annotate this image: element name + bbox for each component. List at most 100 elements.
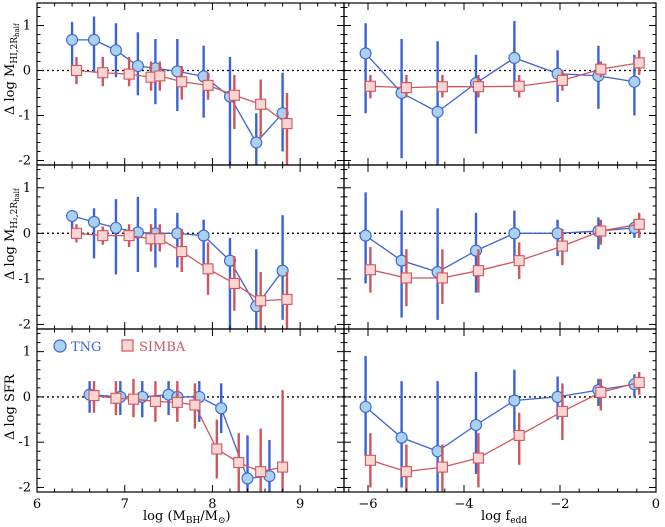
series-line-tng <box>365 52 635 113</box>
simba-point <box>70 64 83 77</box>
series-simba <box>364 372 645 492</box>
tng-point <box>87 215 101 228</box>
x-tick-label: 6 <box>33 497 41 512</box>
simba-point <box>97 230 109 242</box>
series-simba <box>364 50 645 99</box>
legend-tng-label: TNG <box>71 340 101 355</box>
x-tick-label: −4 <box>454 497 473 512</box>
simba-point <box>364 80 376 92</box>
simba-point <box>472 81 484 93</box>
y-axis-title-row2: Δ log MH₂,2Rhalf <box>3 187 21 280</box>
y-tick-label: -1 <box>18 272 31 287</box>
series-line-simba <box>370 381 640 473</box>
tng-point <box>66 33 79 46</box>
tng-point <box>276 264 289 277</box>
simba-point <box>123 230 135 242</box>
simba-point <box>556 240 568 252</box>
simba-point <box>513 255 525 267</box>
tng-point <box>215 402 228 415</box>
tng-point <box>508 227 521 240</box>
panels-layer: -2 -1 0 1 -2 -1 0 1 -2 -1 0 1 6 7 8 9 −6 −4 −2 0 <box>18 2 660 512</box>
y-tick-label: -1 <box>18 435 31 450</box>
tng-point <box>109 221 122 234</box>
simba-point <box>176 246 188 258</box>
simba-point <box>202 79 214 91</box>
y-tick-label: -2 <box>18 317 31 332</box>
simba-point <box>556 74 568 86</box>
panel-1-left: -2 -1 0 1 <box>18 164 345 332</box>
simba-point <box>436 81 448 93</box>
simba-point <box>595 225 607 237</box>
simba-point <box>556 405 568 417</box>
simba-point <box>281 118 293 130</box>
series-tng <box>66 16 289 165</box>
simba-point <box>202 263 214 275</box>
simba-point <box>255 98 267 110</box>
simba-point <box>633 57 645 69</box>
simba-point <box>88 390 100 402</box>
simba-point <box>171 396 183 408</box>
series-line-simba <box>370 62 640 89</box>
panel-frame <box>343 2 657 166</box>
series-line-tng <box>71 215 284 308</box>
series-line-simba <box>76 232 288 302</box>
x-tick-label: 9 <box>296 497 304 512</box>
simba-point <box>110 392 122 404</box>
simba-point <box>149 395 161 407</box>
y-tick-label: 0 <box>23 390 31 405</box>
series-simba <box>364 212 645 307</box>
tng-point <box>241 472 254 485</box>
x-tick-label: −6 <box>358 497 377 512</box>
series-tng <box>359 192 641 320</box>
series-simba <box>70 224 293 329</box>
simba-point <box>255 466 267 478</box>
simba-point <box>154 233 166 245</box>
panel-0-left: -2 -1 0 1 <box>18 2 345 169</box>
series-line-tng <box>365 227 635 273</box>
simba-point <box>127 393 140 405</box>
y-tick-label: 1 <box>23 19 31 34</box>
simba-point <box>436 272 448 284</box>
tng-point <box>431 105 444 118</box>
tng-point <box>359 229 372 242</box>
series-line-tng <box>365 383 635 452</box>
panel-1-right <box>343 164 657 330</box>
panel-frame <box>343 328 657 493</box>
tng-point <box>359 400 372 413</box>
x-axis-titles: log (MBH/M⊙) log fedd <box>143 509 527 526</box>
simba-point <box>400 272 412 284</box>
panel-frame <box>343 164 657 330</box>
simba-point <box>154 70 166 82</box>
y-axis-title-row3: Δ log SFR <box>3 373 18 440</box>
tng-point <box>359 47 372 60</box>
tng-point <box>250 136 263 149</box>
simba-point <box>233 457 245 469</box>
x-axis-title-left: log (MBH/M⊙) <box>143 509 231 526</box>
y-axis-title-row1: Δ log MHI,2Rhalf <box>3 22 21 115</box>
simba-point <box>472 265 484 277</box>
series-simba <box>88 378 289 492</box>
y-tick-label: -1 <box>18 109 31 124</box>
tng-point <box>66 209 79 223</box>
tng-point <box>469 418 483 432</box>
simba-point <box>436 461 448 473</box>
simba-point <box>281 293 293 305</box>
simba-point <box>595 63 607 75</box>
legend-simba-marker <box>121 339 134 352</box>
panel-frame <box>36 164 345 330</box>
x-axis-title-right: log fedd <box>481 509 527 526</box>
y-tick-label: 1 <box>23 345 31 360</box>
simba-point <box>400 466 412 478</box>
simba-point <box>228 89 240 101</box>
y-tick-label: 0 <box>23 64 31 79</box>
simba-point <box>364 264 376 276</box>
simba-point <box>633 376 645 388</box>
y-tick-label: 0 <box>23 226 31 241</box>
panel-2-right: −6 −4 −2 0 <box>343 328 660 512</box>
legend-simba-label: SIMBA <box>139 340 186 355</box>
y-tick-label: -2 <box>18 154 31 169</box>
tng-point <box>131 59 144 73</box>
tng-point <box>87 33 101 46</box>
simba-point <box>633 218 645 230</box>
